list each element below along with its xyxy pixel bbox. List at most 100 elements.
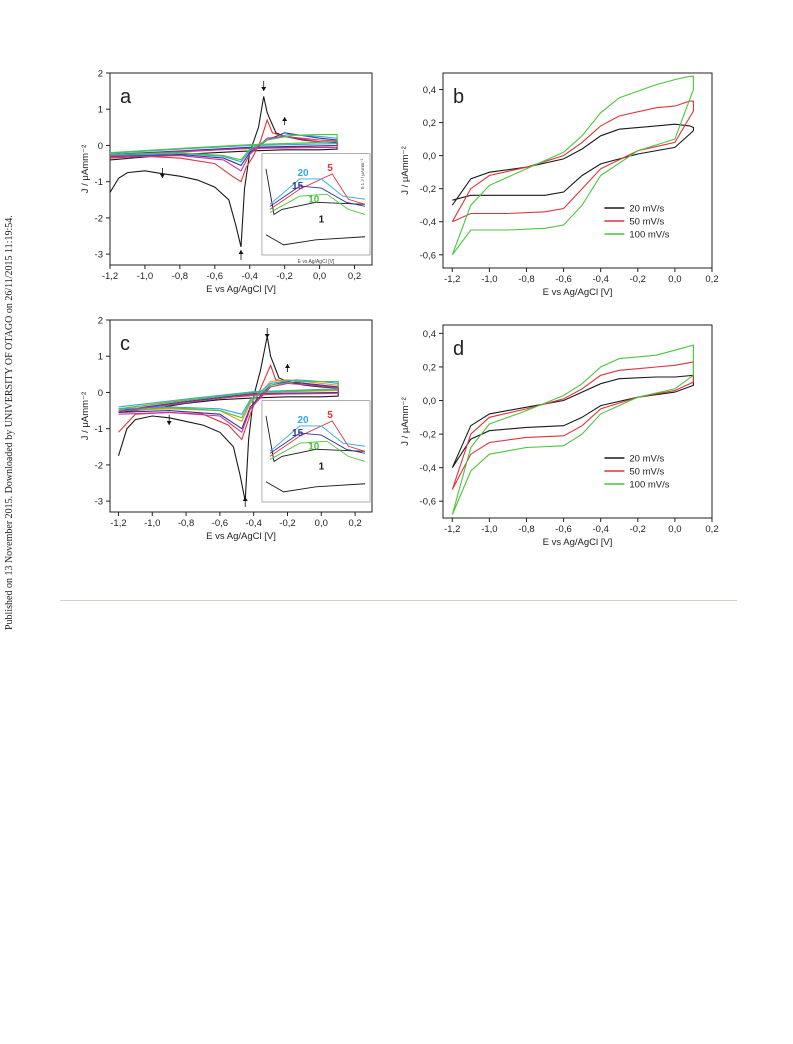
inset-cycle-label: 1 xyxy=(319,462,325,473)
x-tick-label: -0,2 xyxy=(630,274,646,285)
x-tick-label: -1,2 xyxy=(102,271,118,282)
inset-curve-cyan xyxy=(269,178,366,205)
series-line-green xyxy=(118,381,339,419)
inset-cycle-label: 10 xyxy=(308,441,320,452)
y-tick-label: 2 xyxy=(98,316,103,327)
x-tick-label: -0,6 xyxy=(555,524,571,535)
inset-cycle-label: 10 xyxy=(308,194,320,205)
inset-cycle-label: 20 xyxy=(297,168,309,179)
x-tick-label: 0,0 xyxy=(315,518,328,529)
inset-plot: 20 5 15 10 1 xyxy=(261,400,371,503)
y-tick-label: -0,2 xyxy=(420,430,436,441)
x-tick-label: 0,2 xyxy=(705,274,718,285)
panel-letter: d xyxy=(453,338,464,360)
inset-frame xyxy=(261,153,371,256)
x-tick-label: 0,2 xyxy=(348,518,361,529)
legend-label: 50 mV/s xyxy=(629,467,664,478)
x-tick-label: 0,2 xyxy=(348,271,361,282)
x-tick-label: -0,8 xyxy=(178,518,194,529)
y-tick-label: -1 xyxy=(95,424,103,435)
panel-c: -1,2 -1,0 -0,8 -0,6 -0,4 -0,2 0,0 0,2210-1-2-3E… xyxy=(80,316,373,542)
inset-cycle-label: 20 xyxy=(297,415,309,426)
arrow-up-anodic-head xyxy=(282,117,288,121)
x-tick-label: -0,4 xyxy=(593,274,609,285)
x-tick-label: -1,2 xyxy=(444,274,460,285)
y-tick-label: -1 xyxy=(95,177,103,188)
y-tick-label: 0 xyxy=(98,141,103,152)
inset-curve-black xyxy=(265,415,366,463)
arrow-down-cathodic-head xyxy=(166,421,172,425)
x-tick-label: -0,4 xyxy=(593,524,609,535)
y-tick-label: 2 xyxy=(98,69,103,80)
x-tick-label: -0,8 xyxy=(518,524,534,535)
inset-curve-red xyxy=(269,420,366,457)
series-line-cyan xyxy=(118,379,339,415)
arrow-down-cathodic-head xyxy=(159,174,165,178)
plot-frame xyxy=(442,72,713,269)
inset-cycle-label: 5 xyxy=(327,163,333,174)
panel-d: -1,2 -1,0 -0,8 -0,6 -0,4 -0,2 0,0 0,2 0,4 0,2 0,0 -… xyxy=(400,324,719,548)
panel-letter: c xyxy=(120,333,130,355)
x-tick-label: -1,0 xyxy=(144,518,160,529)
series-line-100-mv-s xyxy=(451,75,694,256)
series-line-red xyxy=(110,118,338,183)
x-tick-label: -1,0 xyxy=(481,524,497,535)
x-tick-label: -0,2 xyxy=(630,524,646,535)
arrow-up-reduction-head xyxy=(242,497,248,501)
x-tick-label: 0,2 xyxy=(705,524,718,535)
x-axis-label: E vs Ag/AgCl [V] xyxy=(206,531,276,542)
inset-curve-cyan xyxy=(269,425,366,452)
legend-label: 100 mV/s xyxy=(629,480,669,491)
panel-a: -1,2 -1,0 -0,8 -0,6 -0,4 -0,2 0,0 0,2210-1-2-3E… xyxy=(80,69,373,295)
y-axis-label: J / μAmm⁻² xyxy=(400,146,411,194)
inset-y-axis-label: 0.1 J / μAmm⁻² xyxy=(360,158,365,189)
inset-cycle-label: 15 xyxy=(292,428,304,439)
inset-curve-green xyxy=(269,193,366,215)
x-axis-label: E vs Ag/AgCl [V] xyxy=(206,284,276,295)
series-line-green xyxy=(110,134,338,161)
y-tick-label: -0,6 xyxy=(420,497,436,508)
plot-frame xyxy=(109,319,373,513)
x-tick-label: -0,2 xyxy=(276,271,292,282)
y-tick-label: 0,4 xyxy=(423,329,436,340)
x-tick-label: -1,0 xyxy=(481,274,497,285)
series-line-blue xyxy=(118,381,339,430)
panel-letter: a xyxy=(120,86,132,108)
y-tick-label: -0,4 xyxy=(420,217,436,228)
legend-label: 100 mV/s xyxy=(629,230,669,241)
y-tick-label: 0,2 xyxy=(423,118,436,129)
y-tick-label: -3 xyxy=(95,497,103,508)
inset-curve-green xyxy=(269,440,366,462)
inset-cycle-label: 1 xyxy=(319,215,325,226)
series-line-cyan xyxy=(110,134,338,163)
x-tick-label: -1,2 xyxy=(444,524,460,535)
x-tick-label: -0,4 xyxy=(245,518,261,529)
inset-curve-blue xyxy=(269,432,366,454)
x-tick-label: 0,0 xyxy=(313,271,326,282)
x-tick-label: -0,4 xyxy=(242,271,258,282)
x-tick-label: 0,0 xyxy=(668,274,681,285)
x-tick-label: -0,8 xyxy=(518,274,534,285)
x-tick-label: -0,6 xyxy=(212,518,228,529)
x-tick-label: -0,8 xyxy=(172,271,188,282)
x-tick-label: -0,2 xyxy=(279,518,295,529)
plot-frame xyxy=(109,72,373,266)
series-line-magenta xyxy=(118,382,339,434)
plot-frame xyxy=(442,324,713,519)
series-line-20-mv-s xyxy=(451,123,694,206)
inset-curve-black xyxy=(265,481,366,493)
y-tick-label: 0,4 xyxy=(423,85,436,96)
y-tick-label: -0,2 xyxy=(420,184,436,195)
y-tick-label: -0,4 xyxy=(420,463,436,474)
arrow-up-anodic-head xyxy=(284,364,290,368)
y-axis-label: J / μAmm⁻² xyxy=(400,397,411,445)
x-axis-label: E vs Ag/AgCl [V] xyxy=(543,537,613,548)
x-tick-label: -1,0 xyxy=(137,271,153,282)
y-axis-label: J / μAmm⁻² xyxy=(80,392,91,440)
y-axis-label: J / μAmm⁻² xyxy=(80,145,91,193)
inset-curve-black xyxy=(265,234,366,246)
inset-cycle-label: 5 xyxy=(327,410,333,421)
x-tick-label: -0,6 xyxy=(207,271,223,282)
